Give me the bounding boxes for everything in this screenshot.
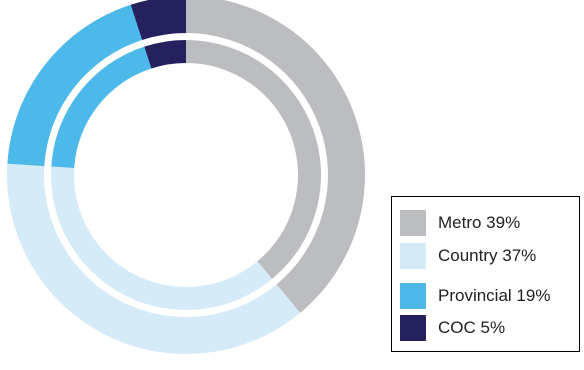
legend-label-coc: COC 5% xyxy=(438,318,506,337)
outer-ring-slice-provincial xyxy=(7,4,143,167)
legend-swatch-coc xyxy=(400,315,426,341)
inner-ring-slice-country xyxy=(51,166,273,310)
legend-item-provincial: Provincial 19% xyxy=(400,283,550,309)
inner-ring-slice-provincial xyxy=(51,46,152,168)
legend-label-country: Country 37% xyxy=(438,246,537,265)
legend-item-coc: COC 5% xyxy=(400,315,505,341)
inner-ring-slice-coc xyxy=(144,40,186,69)
legend-swatch-country xyxy=(400,243,426,269)
legend-label-metro: Metro 39% xyxy=(438,213,521,232)
legend-label-provincial: Provincial 19% xyxy=(438,286,551,305)
legend-swatch-metro xyxy=(400,210,426,236)
inner-ring-slice-metro xyxy=(186,40,321,280)
outer-ring-slice-country xyxy=(6,163,301,354)
legend-item-country: Country 37% xyxy=(400,243,536,269)
outer-ring-slice-metro xyxy=(186,0,365,313)
legend-item-metro: Metro 39% xyxy=(400,210,520,236)
legend: Metro 39% Country 37% Provincial 19% COC… xyxy=(391,196,580,352)
legend-swatch-provincial xyxy=(400,283,426,309)
outer-ring-slice-coc xyxy=(130,0,186,40)
